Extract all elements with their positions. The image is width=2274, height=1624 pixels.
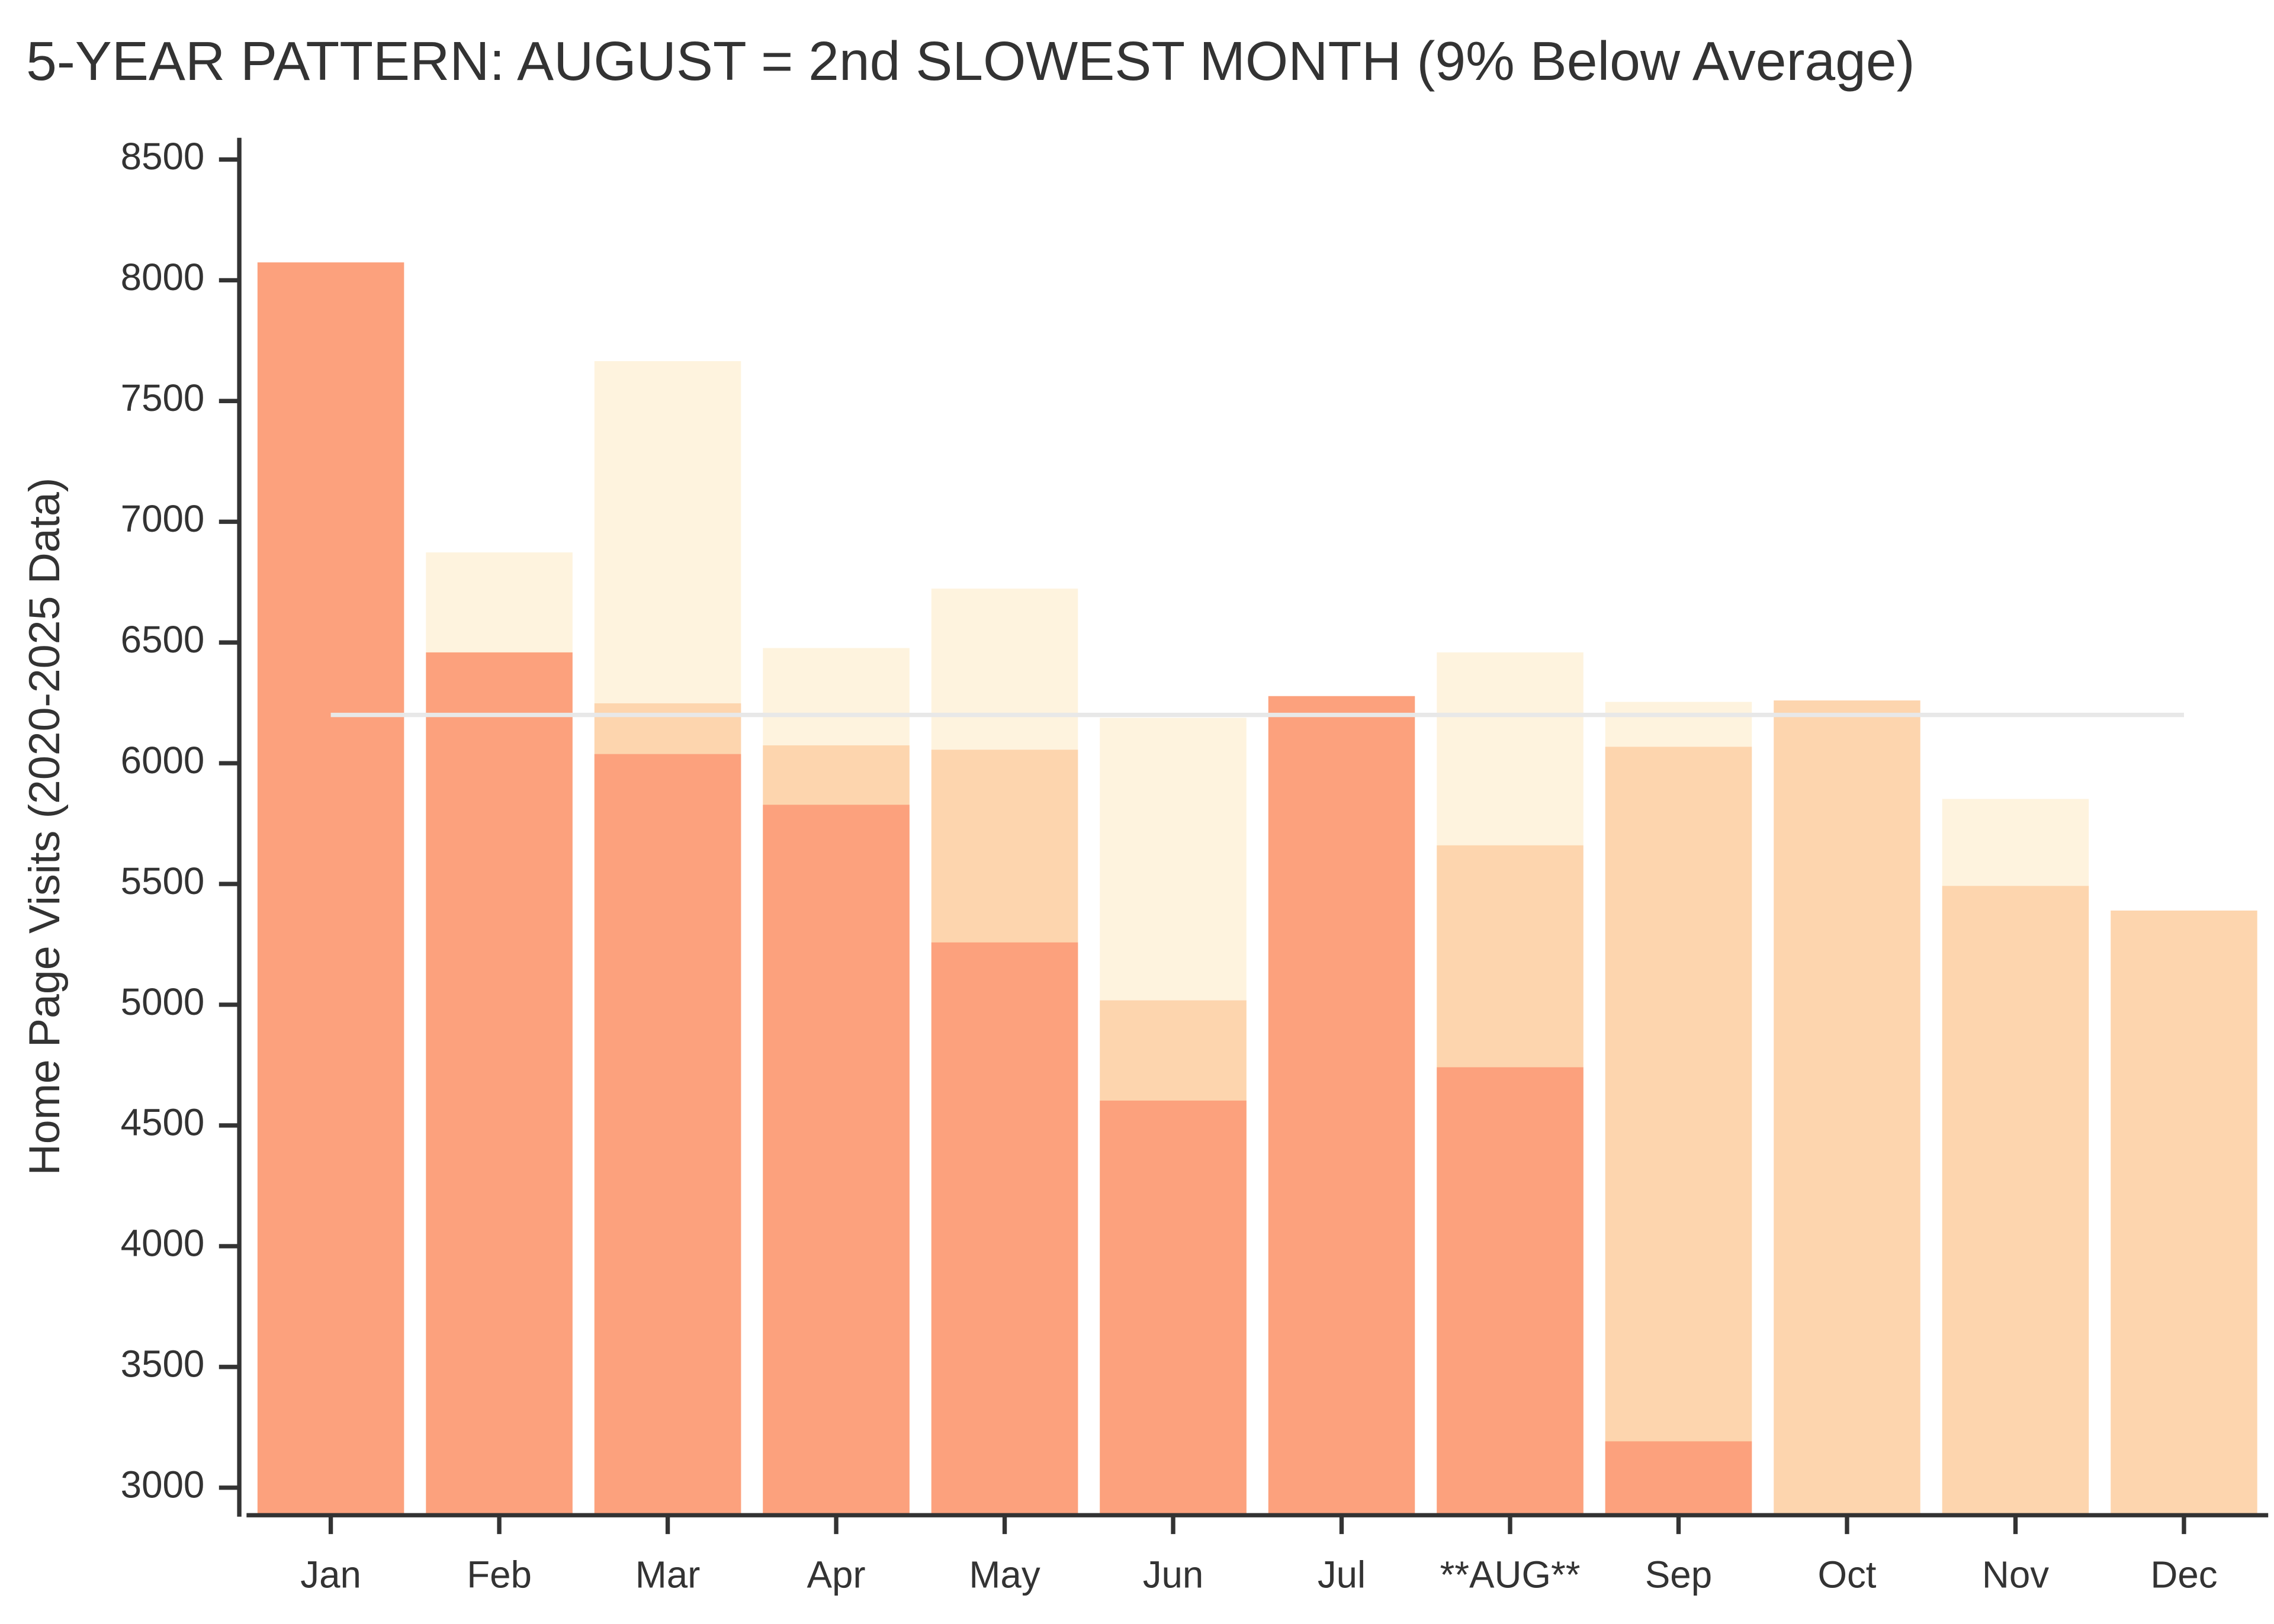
x-tick-label: Mar xyxy=(635,1554,701,1596)
y-tick-label: 6500 xyxy=(121,619,205,661)
y-tick-label: 6000 xyxy=(121,739,205,782)
x-tick-label: Sep xyxy=(1645,1554,1712,1596)
bar xyxy=(257,262,404,1516)
y-tick-label: 3000 xyxy=(121,1464,205,1506)
x-tick-label: Jul xyxy=(1318,1554,1366,1596)
bar xyxy=(426,652,573,1516)
x-tick-label: Oct xyxy=(1817,1554,1876,1596)
bar xyxy=(1605,747,1752,1516)
bar xyxy=(931,942,1078,1516)
bar xyxy=(594,754,741,1516)
bar xyxy=(763,805,910,1516)
y-tick-label: 4500 xyxy=(121,1102,205,1144)
y-tick-label: 8000 xyxy=(121,256,205,298)
y-axis-label: Home Page Visits (2020-2025 Data) xyxy=(20,478,69,1176)
bar xyxy=(1100,1100,1247,1516)
bar xyxy=(1268,696,1415,1516)
x-tick-label: Dec xyxy=(2150,1554,2217,1596)
x-tick-label: Jan xyxy=(300,1554,361,1596)
y-tick-label: 3500 xyxy=(121,1343,205,1385)
chart-title: 5-YEAR PATTERN: AUGUST = 2nd SLOWEST MON… xyxy=(26,30,1915,92)
x-tick-label: Feb xyxy=(467,1554,532,1596)
x-tick-label: Jun xyxy=(1143,1554,1204,1596)
bar xyxy=(2111,910,2257,1516)
y-tick-label: 7500 xyxy=(121,377,205,419)
bar xyxy=(1605,1441,1752,1516)
bar xyxy=(1774,700,1920,1516)
y-tick-label: 5500 xyxy=(121,860,205,902)
x-tick-label: **AUG** xyxy=(1440,1554,1580,1596)
x-tick-label: Apr xyxy=(807,1554,866,1596)
y-tick-label: 7000 xyxy=(121,498,205,540)
x-tick-label: Nov xyxy=(1982,1554,2049,1596)
x-tick-label: May xyxy=(969,1554,1040,1596)
bar xyxy=(1942,886,2089,1516)
bar xyxy=(1437,1067,1584,1516)
y-tick-label: 4000 xyxy=(121,1223,205,1265)
y-tick-label: 5000 xyxy=(121,981,205,1023)
plot-area xyxy=(257,262,2257,1516)
y-tick-label: 8500 xyxy=(121,136,205,178)
